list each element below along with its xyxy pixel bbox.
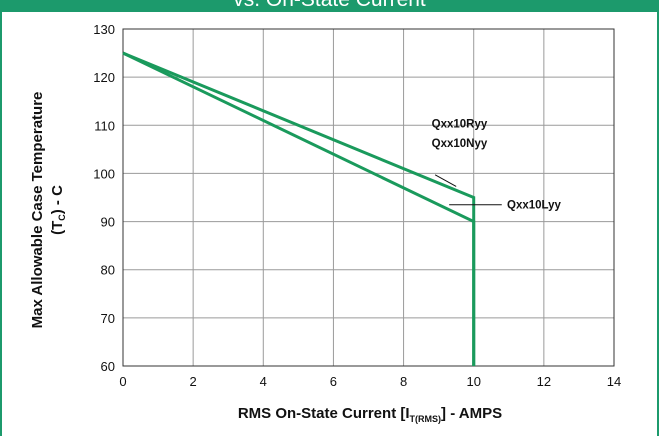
series-line-2: [122, 51, 476, 366]
annotation-group: Qxx10Ryy Qxx10Nyy Qxx10Lyy: [432, 119, 562, 212]
lower-annotation-label: Qxx10Lyy: [507, 200, 562, 212]
chart-title-fragment: vs. On-State Current: [0, 0, 659, 11]
y-tick-label: 130: [93, 22, 115, 37]
upper-annotation-leader: [434, 174, 457, 187]
chart-panel: [0, 12, 659, 436]
y-tick-label: 60: [101, 359, 115, 374]
x-axis-label-tail: ] - AMPS: [441, 405, 502, 422]
y-axis-label-line2-b: ) - C: [49, 185, 66, 214]
grid-lines: [122, 28, 615, 367]
series-line-1: [122, 51, 476, 366]
y-tick-label: 80: [101, 263, 115, 278]
y-tick-label: 120: [93, 70, 115, 85]
x-tick-label: 2: [190, 374, 197, 389]
y-tick-label: 110: [94, 118, 115, 133]
x-tick-label: 6: [330, 374, 337, 389]
x-axis-label-main: RMS On-State Current [I: [238, 405, 410, 422]
x-tick-label: 14: [607, 374, 621, 389]
tick-labels: 0 2 4 6 8 10 12 14 60 70 80 90 100 110 120 130: [93, 22, 621, 389]
y-axis-label-line2-subscript: C: [57, 214, 67, 221]
title-strip: vs. On-State Current: [0, 0, 659, 12]
x-axis-label-subscript: T(RMS): [410, 414, 442, 424]
y-axis-label-line1: Max Allowable Case Temperature: [29, 92, 46, 329]
upper-annotation-label-1: Qxx10Ryy: [432, 119, 488, 131]
x-tick-label: 0: [119, 374, 126, 389]
x-tick-label: 12: [537, 374, 551, 389]
series-lines: [122, 51, 476, 366]
y-tick-label: 70: [101, 311, 115, 326]
y-tick-label: 90: [101, 215, 115, 230]
upper-annotation-label-2: Qxx10Nyy: [432, 138, 488, 150]
y-axis-label: Max Allowable Case Temperature (TC) - C: [29, 92, 67, 329]
x-tick-label: 10: [466, 374, 480, 389]
y-axis-label-line2: (TC) - C: [49, 185, 67, 235]
x-tick-label: 8: [400, 374, 407, 389]
plot-area: [122, 28, 615, 367]
y-tick-label: 100: [93, 166, 115, 181]
x-tick-label: 4: [260, 374, 267, 389]
x-axis-label: RMS On-State Current [IT(RMS)] - AMPS: [238, 405, 502, 424]
y-axis-label-line2-a: (T: [49, 221, 66, 235]
